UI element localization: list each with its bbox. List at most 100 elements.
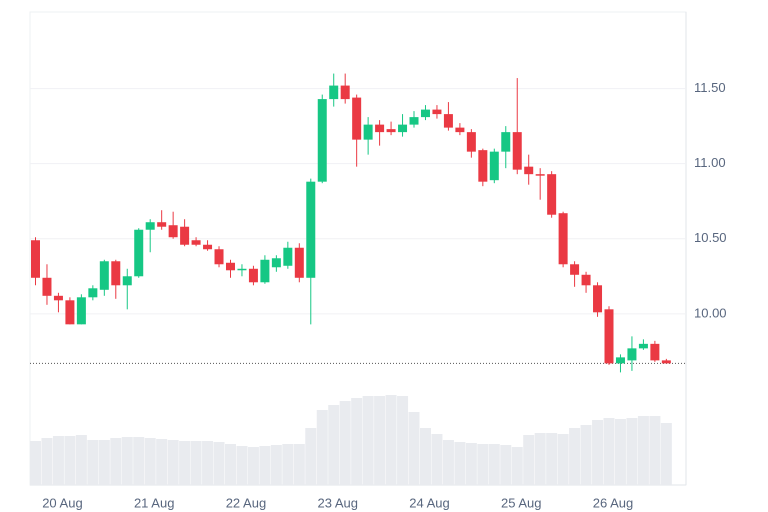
volume-bar (580, 425, 592, 485)
volume-bar (144, 438, 156, 485)
volume-bar (259, 446, 271, 485)
volume-bar (121, 437, 133, 485)
candle-body (443, 114, 453, 128)
volume-bar (282, 444, 294, 485)
candle-body (593, 285, 603, 313)
candle-body (604, 309, 614, 364)
volume-bar (362, 396, 374, 485)
volume-bar (328, 405, 340, 485)
volume-bar (649, 416, 661, 485)
candle-body (650, 343, 660, 361)
volume-bar (374, 396, 386, 485)
candle-body (31, 240, 40, 278)
candle-body (547, 174, 557, 215)
candle-body (329, 85, 339, 100)
candle-body (134, 229, 144, 277)
candle-body (53, 295, 63, 301)
y-tick-label: 11.50 (694, 80, 726, 95)
candle-body (409, 117, 419, 125)
volume-bar (87, 440, 99, 485)
x-tick-label: 21 Aug (134, 495, 175, 510)
candle-body (615, 357, 625, 364)
volume-bar (614, 419, 626, 485)
candle-body (248, 268, 258, 283)
candle-body (225, 262, 235, 271)
volume-bar (247, 447, 259, 485)
volume-bar (98, 440, 110, 485)
candle-body (214, 249, 224, 265)
y-tick-label: 10.50 (694, 230, 727, 245)
x-tick-label: 24 Aug (409, 495, 450, 510)
candle-body (386, 129, 396, 133)
candle-body (627, 348, 637, 361)
volume-bar (465, 443, 477, 485)
candle-body (168, 225, 178, 238)
candle-body (88, 288, 98, 298)
y-tick-label: 11.00 (694, 155, 726, 170)
x-tick-label: 25 Aug (501, 495, 542, 510)
volume-bar (316, 410, 328, 485)
x-tick-label: 20 Aug (42, 495, 83, 510)
volume-bar (339, 401, 351, 485)
volume-bar (419, 428, 431, 485)
volume-bar (190, 441, 202, 485)
candle-body (478, 150, 488, 182)
volume-bar (408, 412, 420, 485)
candle-body (157, 222, 167, 227)
volume-bar (236, 446, 248, 485)
candle-body (466, 132, 476, 152)
volume-bar (523, 435, 535, 485)
volume-bar (431, 434, 443, 485)
volume-bar (64, 436, 76, 485)
candle-body (271, 258, 281, 268)
candle-body (294, 247, 304, 278)
candle-body (398, 124, 408, 133)
volume-bar (224, 444, 236, 485)
volume-bar (385, 395, 397, 485)
candle-body (65, 300, 75, 325)
volume-bar (52, 436, 64, 485)
volume-bar (179, 441, 191, 485)
candle-body (375, 124, 385, 133)
candle-body (145, 222, 155, 230)
volume-bar (592, 420, 604, 485)
candle-body (260, 259, 270, 283)
candle-body (558, 213, 568, 265)
candle-body (317, 99, 327, 182)
volume-bar (305, 428, 317, 485)
candle-body (122, 276, 132, 286)
candle-body (432, 109, 442, 115)
volume-bar (477, 444, 489, 485)
candle-body (420, 109, 430, 118)
x-tick-label: 23 Aug (317, 495, 358, 510)
volume-bar (30, 441, 41, 485)
volume-bar (133, 437, 145, 485)
candle-body (306, 181, 316, 278)
volume-bar (397, 396, 409, 485)
volume-bar (156, 439, 168, 485)
volume-bar (454, 442, 466, 485)
volume-bar (202, 441, 214, 485)
y-tick-label: 10.00 (694, 305, 727, 320)
candle-body (42, 277, 52, 296)
candle-body (363, 124, 373, 140)
candle-body (76, 297, 86, 325)
x-tick-label: 22 Aug (226, 495, 267, 510)
volume-bar (213, 442, 225, 485)
candle-body (203, 244, 213, 250)
volume-bar (626, 418, 638, 485)
volume-bar (557, 434, 569, 485)
volume-bar (603, 418, 615, 485)
candle-body (191, 240, 201, 245)
candle-body (111, 261, 121, 286)
candle-body (501, 132, 511, 152)
candle-body (99, 261, 109, 290)
volume-bar (442, 440, 454, 485)
volume-bar (488, 444, 500, 485)
volume-bar (637, 416, 649, 485)
candle-body (340, 85, 350, 100)
candle-body (489, 151, 499, 181)
candle-body (638, 343, 648, 349)
volume-bar (270, 445, 282, 485)
volume-bar (75, 435, 87, 485)
